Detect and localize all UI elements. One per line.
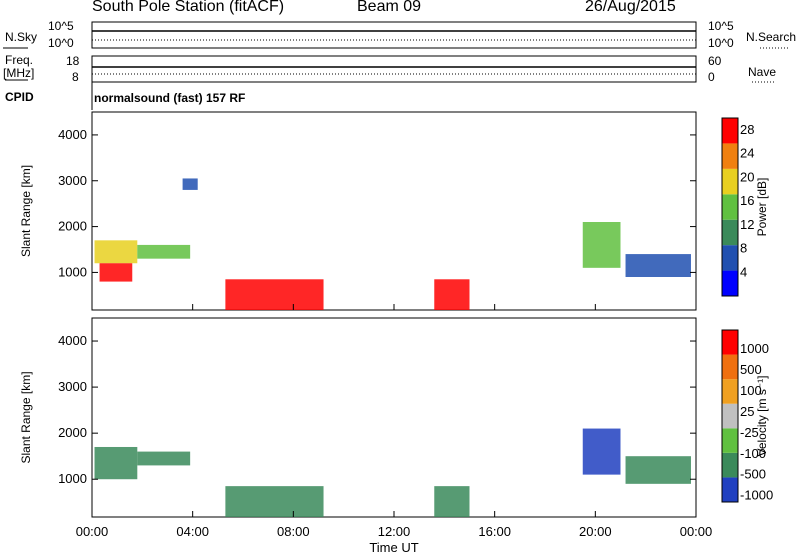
y-tick-label-velocity-2: 3000 — [58, 379, 87, 394]
y-tick-label-power-2: 3000 — [58, 173, 87, 188]
colorbar-seg-velocity-1 — [722, 452, 738, 478]
y-tick-label-velocity-0: 1000 — [58, 471, 87, 486]
colorbar-tick-velocity-7: -1000 — [740, 488, 773, 503]
colorbar-tick-velocity-1: 500 — [740, 362, 762, 377]
colorbar-seg-power-1 — [722, 245, 738, 271]
y-label-power: Slant Range [km] — [19, 165, 33, 257]
freq-unit: [MHz] — [3, 66, 35, 80]
cpid-value: normalsound (fast) 157 RF — [94, 91, 246, 105]
y-tick-label-velocity-3: 4000 — [58, 333, 87, 348]
data-patch-power-2 — [137, 244, 191, 259]
nsky-tick-bot: 10^0 — [48, 36, 74, 50]
x-tick-label-6: 00:00 — [680, 524, 713, 539]
colorbar-seg-velocity-4 — [722, 379, 738, 404]
colorbar-seg-power-2 — [722, 219, 738, 246]
data-patch-velocity-5 — [625, 456, 691, 484]
cpid-label: CPID — [5, 90, 34, 104]
colorbar-tick-velocity-2: 100 — [740, 383, 762, 398]
x-tick-label-2: 08:00 — [277, 524, 310, 539]
panel-velocity-frame — [91, 317, 697, 518]
colorbar-frame-power — [721, 117, 739, 297]
nave-tick-top: 60 — [708, 54, 722, 68]
y-label-velocity: Slant Range [km] — [19, 371, 33, 463]
data-patch-power-3 — [182, 178, 198, 190]
colorbar-seg-power-0 — [722, 270, 738, 296]
nave-tick-bot: 0 — [708, 70, 715, 84]
data-patch-power-5 — [434, 279, 470, 310]
colorbar-tick-power-3: 16 — [740, 193, 754, 208]
nsky-label: N.Sky — [5, 30, 38, 44]
panel-power-frame — [91, 111, 697, 311]
colorbar-seg-velocity-3 — [722, 403, 738, 429]
colorbar-label-velocity: Velocity [m s⁻¹] — [755, 375, 769, 456]
colorbar-tick-velocity-0: 1000 — [740, 341, 769, 356]
freq-tick-bot: 8 — [72, 70, 79, 84]
colorbar-tick-power-2: 12 — [740, 217, 754, 232]
colorbar-seg-power-3 — [722, 194, 738, 220]
colorbar-tick-power-5: 24 — [740, 146, 754, 161]
data-patch-power-1 — [99, 263, 133, 282]
x-label: Time UT — [369, 540, 418, 554]
colorbar-tick-velocity-4: -25 — [740, 425, 759, 440]
y-tick-label-power-0: 1000 — [58, 264, 87, 279]
colorbar-tick-power-1: 8 — [740, 241, 747, 256]
colorbar-seg-power-4 — [722, 168, 738, 195]
colorbar-tick-power-6: 28 — [740, 122, 754, 137]
nsky-strip — [91, 21, 697, 49]
x-tick-label-3: 12:00 — [378, 524, 411, 539]
data-patch-velocity-1 — [137, 451, 191, 466]
colorbar-seg-velocity-2 — [722, 428, 738, 453]
data-patch-velocity-0 — [94, 446, 138, 480]
data-patch-velocity-2 — [225, 486, 324, 517]
colorbar-tick-velocity-6: -500 — [740, 467, 766, 482]
data-patch-velocity-4 — [582, 428, 621, 475]
y-tick-label-power-1: 2000 — [58, 219, 87, 234]
nave-label: Nave — [748, 65, 777, 79]
colorbar-seg-power-6 — [722, 118, 738, 144]
x-tick-label-5: 20:00 — [579, 524, 612, 539]
data-patch-velocity-3 — [434, 486, 470, 517]
data-patch-power-0 — [94, 240, 138, 264]
colorbar-seg-velocity-0 — [722, 477, 738, 502]
data-patch-power-7 — [625, 254, 691, 277]
colorbar-tick-velocity-3: 25 — [740, 404, 754, 419]
y-tick-label-power-3: 4000 — [58, 127, 87, 142]
colorbar-tick-velocity-5: -100 — [740, 446, 766, 461]
x-tick-label-0: 00:00 — [76, 524, 109, 539]
data-patch-power-4 — [225, 279, 324, 310]
data-patch-power-6 — [582, 222, 621, 268]
x-tick-label-4: 16:00 — [478, 524, 511, 539]
nsearch-label: N.Search — [746, 30, 797, 44]
freq-strip — [91, 55, 697, 83]
colorbar-tick-power-4: 20 — [740, 169, 754, 184]
y-tick-label-velocity-1: 2000 — [58, 425, 87, 440]
nsearch-tick-bot: 10^0 — [708, 36, 734, 50]
colorbar-tick-power-0: 4 — [740, 264, 747, 279]
station-title: South Pole Station (fitACF) — [92, 0, 285, 15]
colorbar-label-power: Power [dB] — [755, 178, 769, 237]
freq-tick-top: 18 — [66, 54, 80, 68]
colorbar-frame-velocity — [721, 329, 739, 503]
nsky-tick-top: 10^5 — [48, 19, 74, 33]
colorbar-seg-power-5 — [722, 143, 738, 169]
colorbar-seg-velocity-6 — [722, 330, 738, 355]
x-tick-label-1: 04:00 — [176, 524, 209, 539]
nsearch-tick-top: 10^5 — [708, 19, 734, 33]
freq-label: Freq. — [5, 53, 34, 67]
colorbar-seg-velocity-5 — [722, 354, 738, 380]
date-label: 26/Aug/2015 — [585, 0, 676, 15]
beam-label: Beam 09 — [357, 0, 422, 15]
